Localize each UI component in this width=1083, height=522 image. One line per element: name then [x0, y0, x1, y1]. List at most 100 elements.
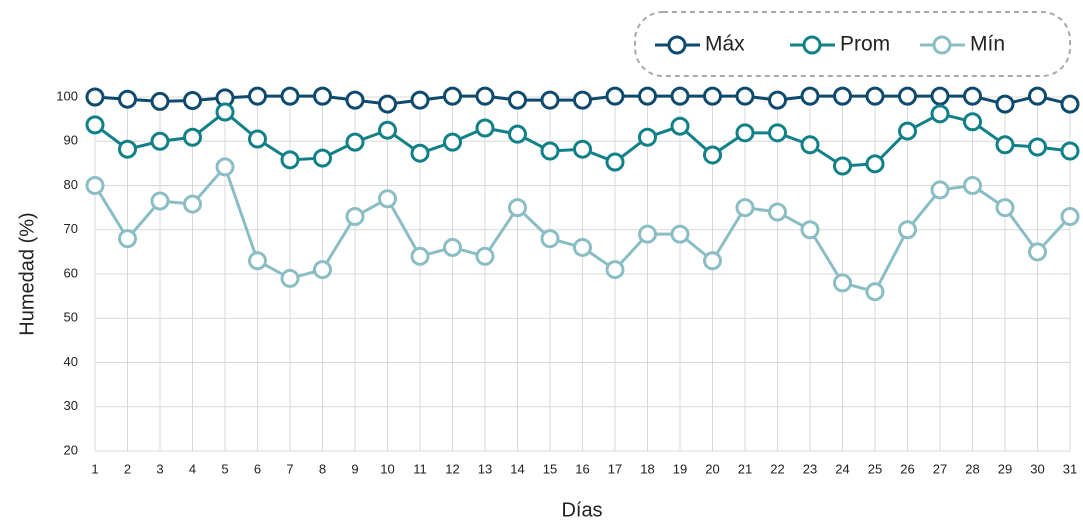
point [865, 154, 885, 174]
point [898, 86, 917, 106]
point [605, 260, 625, 280]
point [670, 86, 690, 106]
x-tick-label: 12 [445, 461, 459, 476]
point [703, 251, 722, 271]
point [995, 94, 1015, 114]
point [313, 86, 332, 106]
point [410, 90, 430, 110]
point [378, 189, 397, 209]
point [1060, 94, 1080, 114]
point [670, 116, 690, 136]
x-tick-label: 8 [319, 461, 326, 476]
x-tick-label: 30 [1030, 461, 1044, 476]
point [280, 150, 300, 170]
point [1028, 86, 1047, 106]
point [670, 224, 690, 244]
point [345, 90, 365, 110]
point [345, 206, 365, 226]
point [995, 198, 1015, 218]
y-tick-label: 30 [64, 398, 78, 413]
point [280, 86, 300, 106]
point [963, 176, 982, 195]
point [573, 139, 592, 159]
point [800, 135, 820, 155]
legend-label: Mín [970, 33, 1005, 56]
point [638, 86, 657, 106]
x-tick-label: 24 [835, 461, 849, 476]
point [1028, 242, 1047, 262]
point [85, 176, 105, 195]
point [930, 104, 950, 124]
point [475, 118, 495, 138]
point [183, 91, 202, 111]
point [345, 132, 365, 152]
point [768, 90, 787, 110]
y-tick-label: 20 [64, 442, 78, 457]
legend-label: Máx [705, 33, 745, 56]
y-tick-label: 40 [64, 354, 78, 369]
point [410, 143, 430, 163]
point [573, 237, 592, 257]
point [930, 86, 950, 106]
legend-label: Prom [840, 33, 890, 56]
x-tick-label: 10 [380, 461, 394, 476]
point [735, 123, 755, 143]
point [638, 224, 657, 244]
x-tick-label: 4 [189, 461, 196, 476]
x-tick-label: 20 [705, 461, 719, 476]
point [118, 89, 137, 109]
point [865, 282, 885, 302]
point [150, 191, 170, 211]
y-tick-label: 60 [64, 265, 78, 280]
x-tick-label: 7 [286, 461, 293, 476]
point [768, 123, 787, 143]
x-tick-label: 3 [156, 461, 163, 476]
point [215, 157, 235, 177]
x-tick-label: 18 [640, 461, 654, 476]
point [898, 220, 917, 240]
point [150, 131, 170, 151]
point [475, 246, 495, 266]
y-tick-label: 100 [56, 88, 78, 103]
point [378, 94, 397, 114]
point [410, 246, 430, 266]
point [768, 202, 787, 222]
point [573, 90, 592, 110]
point [508, 90, 527, 110]
x-tick-label: 21 [738, 461, 752, 476]
x-tick-label: 31 [1063, 461, 1077, 476]
x-tick-label: 26 [900, 461, 914, 476]
point [443, 132, 462, 152]
point [800, 86, 820, 106]
point [833, 86, 852, 106]
x-tick-label: 9 [351, 461, 358, 476]
point [183, 194, 202, 214]
point [183, 127, 202, 147]
point [540, 90, 560, 110]
y-axis-label: Humedad (%) [16, 212, 38, 335]
point [443, 237, 462, 257]
x-tick-label: 1 [91, 461, 98, 476]
point [995, 135, 1015, 155]
point [248, 86, 267, 106]
point [605, 152, 625, 172]
x-tick-label: 11 [413, 461, 427, 476]
legend-marker [802, 35, 822, 55]
x-tick-label: 13 [478, 461, 492, 476]
point [378, 120, 397, 140]
point [930, 180, 950, 200]
x-tick-label: 28 [965, 461, 979, 476]
x-tick-label: 2 [124, 461, 131, 476]
point [800, 220, 820, 240]
point [963, 112, 982, 132]
point [150, 91, 170, 111]
x-tick-label: 17 [608, 461, 622, 476]
point [475, 86, 495, 106]
point [1028, 137, 1047, 157]
point [118, 139, 137, 159]
x-tick-label: 25 [868, 461, 882, 476]
point [248, 251, 267, 271]
point [865, 86, 885, 106]
point [248, 129, 267, 149]
